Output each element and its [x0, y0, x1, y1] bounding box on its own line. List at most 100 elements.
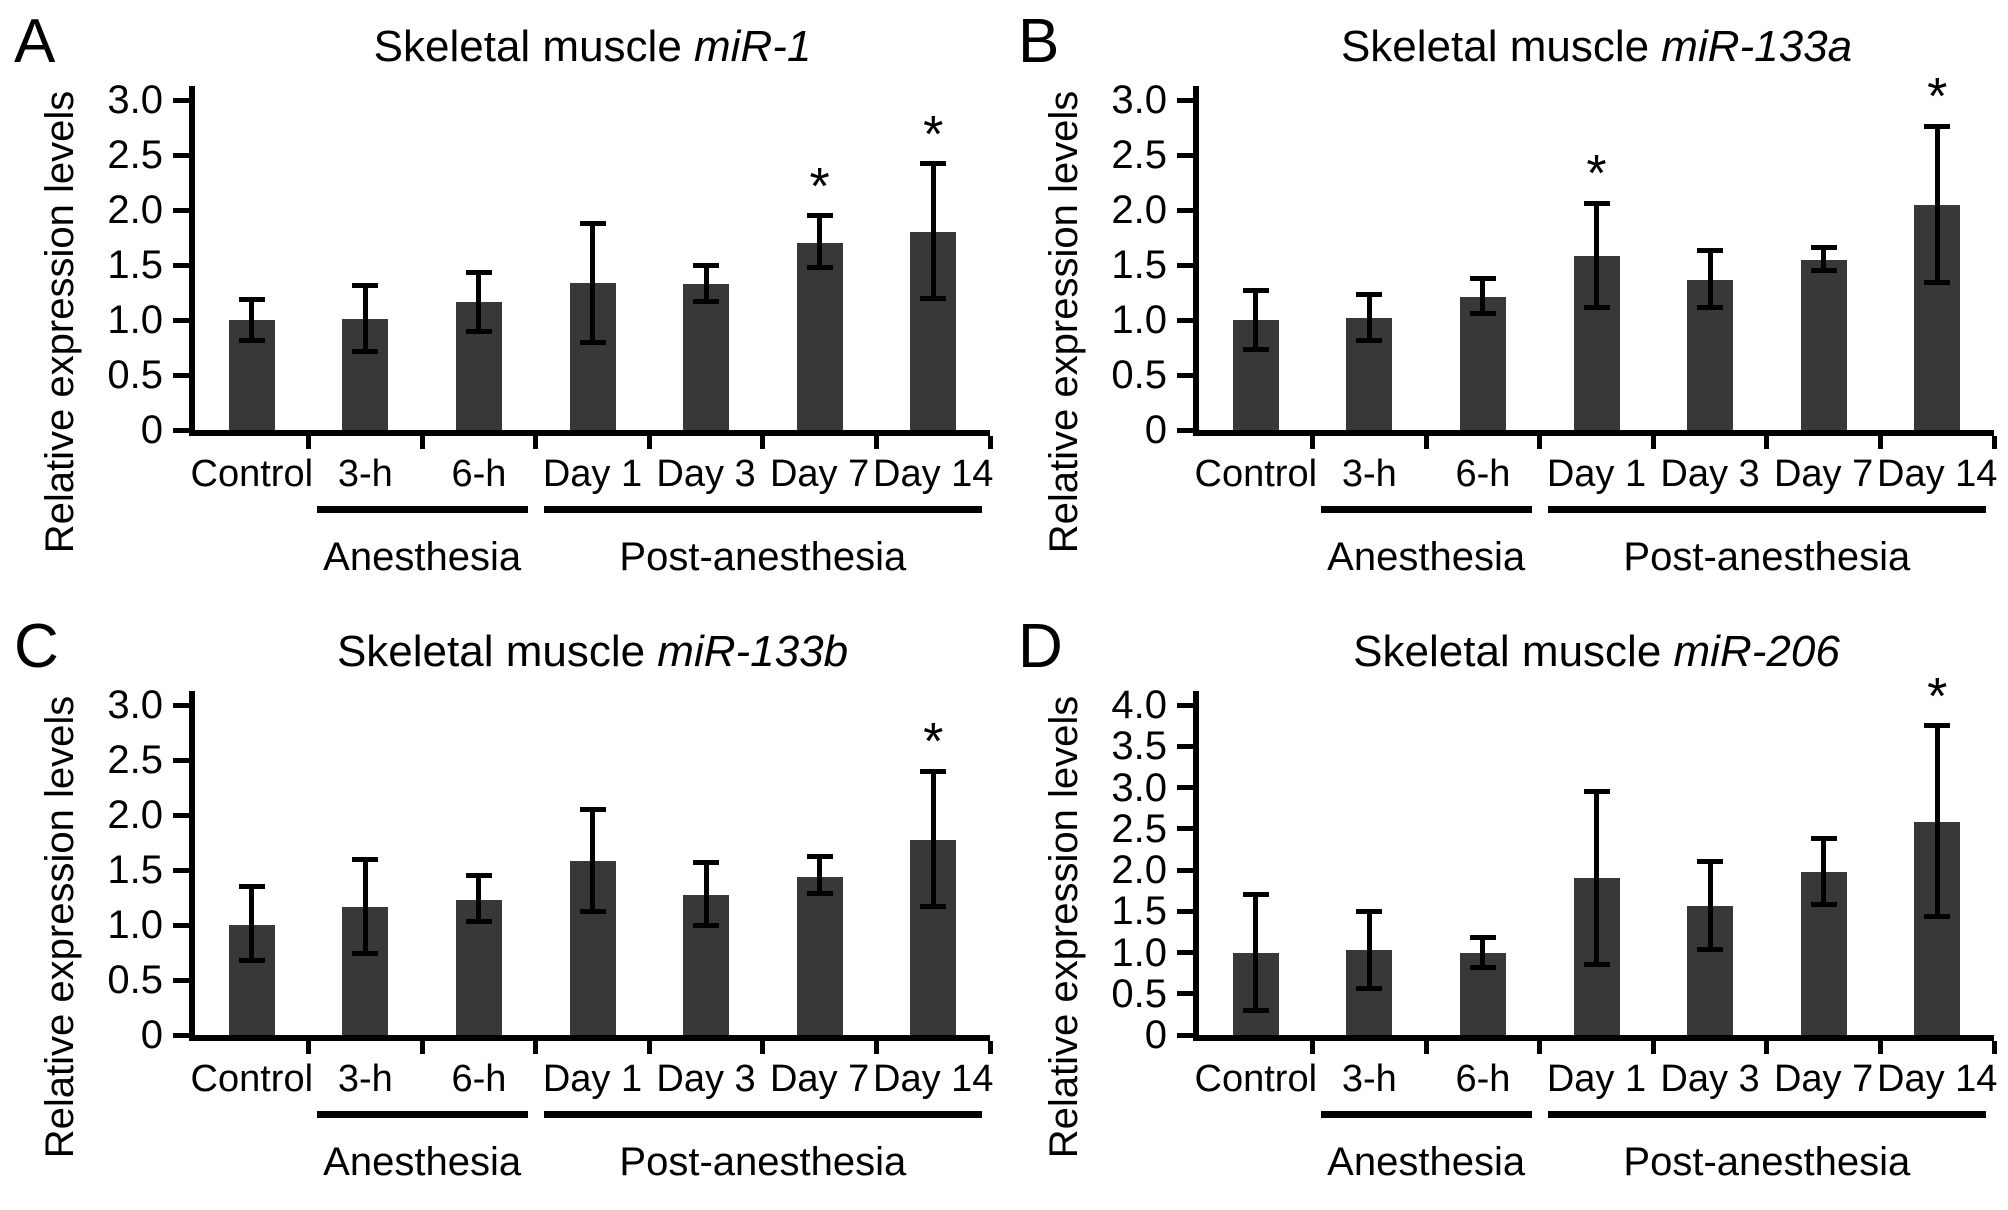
chart-title-text: Skeletal muscle — [1353, 627, 1674, 676]
y-axis-tick — [1177, 152, 1193, 158]
error-bar-cap-bottom — [1469, 964, 1496, 970]
error-bar-line — [1594, 203, 1599, 308]
y-tick-label: 2.5 — [107, 738, 163, 782]
error-bar-cap-bottom — [1697, 305, 1724, 311]
error-bar-line — [703, 862, 709, 925]
error-bar-cap-top — [352, 856, 379, 862]
error-bar-cap-top — [579, 220, 606, 226]
error-bar-line — [1480, 937, 1486, 968]
y-tick-label: 1.0 — [1111, 298, 1167, 342]
error-bar-cap-bottom — [1583, 305, 1610, 311]
group-underline — [543, 1111, 982, 1118]
error-bar-cap-bottom — [920, 903, 947, 909]
error-bar-cap-top — [1356, 292, 1383, 298]
plot-area: 3.0 2.5 2.0 1.5 1.0 0.5 0 Control 3-h 6-h Day 1 Day… — [107, 685, 993, 1184]
x-tick-label: Day 1 — [542, 453, 643, 495]
y-axis-tick — [173, 977, 189, 983]
error-bar-cap-top — [1469, 275, 1496, 281]
error-bar-line — [703, 265, 709, 302]
x-tick-label: Day 3 — [656, 1058, 756, 1100]
x-tick-label: 3-h — [337, 453, 393, 495]
x-axis-tick — [1423, 436, 1429, 449]
error-bar-cap-bottom — [1810, 902, 1837, 908]
x-tick-label: Day 14 — [1877, 453, 1998, 495]
significance-asterisk: * — [1586, 145, 1607, 204]
error-bar-cap-top — [693, 262, 720, 268]
x-axis-tick — [1650, 1041, 1656, 1054]
y-axis-tick — [1177, 826, 1193, 832]
x-axis-tick — [306, 436, 312, 449]
y-tick-label: 2.5 — [107, 133, 163, 177]
x-axis-tick — [1423, 1041, 1429, 1054]
x-tick-label: Control — [190, 453, 314, 495]
chart-title-gene: miR-133a — [1661, 22, 1853, 71]
group-label: Post-anesthesia — [1623, 1140, 1911, 1184]
y-tick-label: 3.0 — [107, 78, 163, 122]
y-axis-tick — [173, 97, 189, 103]
error-bar-cap-top — [1242, 287, 1269, 293]
error-bar-cap-top — [1356, 908, 1383, 914]
error-bar-cap-bottom — [1242, 347, 1269, 353]
error-bar-line — [1594, 791, 1599, 965]
y-tick-label: 2.5 — [1111, 133, 1167, 177]
y-axis-tick — [173, 427, 189, 433]
y-tick-label: 3.0 — [107, 683, 163, 727]
error-bar-cap-top — [1583, 200, 1610, 206]
panel-c: C Skeletal muscle miR-133b Relative expr… — [0, 605, 1004, 1210]
chart-title-gene: miR-1 — [694, 22, 812, 71]
error-bar-cap-top — [238, 884, 265, 889]
y-axis-tick — [173, 702, 189, 708]
panel-b: B Skeletal muscle miR-133a Relative expr… — [1004, 0, 2008, 605]
y-axis-line — [189, 86, 195, 430]
x-tick-label: Control — [190, 1058, 314, 1100]
group-label: Anesthesia — [1327, 1140, 1526, 1184]
error-bar-cap-bottom — [1356, 986, 1383, 992]
x-tick-label: Day 7 — [769, 453, 870, 495]
y-axis-tick — [173, 757, 189, 763]
error-bar-cap-bottom — [1924, 280, 1951, 286]
error-bar-cap-bottom — [352, 951, 379, 957]
error-bar-line — [590, 223, 595, 342]
error-bar-cap-top — [1697, 859, 1724, 865]
x-axis-tick — [987, 1041, 993, 1054]
x-tick-label: 3-h — [1341, 1058, 1397, 1100]
error-bar-cap-bottom — [693, 922, 720, 928]
group-label: Post-anesthesia — [1623, 535, 1911, 579]
error-bar-line — [817, 856, 823, 894]
significance-asterisk: * — [923, 713, 944, 771]
group-underline — [1547, 1111, 1986, 1118]
group-underline — [1547, 506, 1986, 513]
plot-area: 3.0 2.5 2.0 1.5 1.0 0.5 0 Control 3-h 6-h Day 1 Day… — [107, 80, 993, 579]
y-tick-label: 1.5 — [1111, 243, 1167, 287]
x-axis-tick — [1310, 436, 1316, 449]
x-axis-tick — [306, 1041, 312, 1054]
x-axis-tick — [1310, 1041, 1316, 1054]
x-tick-label: Day 3 — [1660, 453, 1760, 495]
y-tick-label: 3.0 — [1111, 78, 1167, 122]
plot-area: 3.0 2.5 2.0 1.5 1.0 0.5 0 Control 3-h 6-h * Day 1 Da… — [1111, 71, 1997, 579]
error-bar-cap-bottom — [1810, 268, 1837, 273]
chart-title: Skeletal muscle miR-133b — [195, 627, 990, 677]
chart-title-text: Skeletal muscle — [373, 22, 695, 71]
y-axis-line — [1193, 86, 1199, 430]
x-axis-tick — [1650, 436, 1656, 449]
error-bar-cap-top — [920, 768, 947, 774]
x-tick-label: Control — [1194, 1058, 1318, 1100]
error-bar-cap-bottom — [465, 919, 492, 925]
y-tick-label: 1.5 — [107, 243, 163, 287]
x-tick-label: 6-h — [451, 453, 507, 495]
error-bar-cap-top — [1583, 789, 1610, 795]
y-axis-tick — [1177, 702, 1193, 708]
x-tick-label: 6-h — [451, 1058, 507, 1100]
y-axis-tick — [1177, 372, 1193, 378]
y-axis-tick — [173, 317, 189, 323]
error-bar-cap-top — [1697, 248, 1724, 254]
y-tick-label: 0.5 — [1111, 971, 1167, 1016]
y-tick-label: 0.5 — [1111, 353, 1167, 397]
x-axis-line — [189, 1035, 990, 1041]
error-bar-cap-bottom — [238, 957, 265, 963]
x-axis-tick — [760, 1041, 766, 1054]
x-tick-label: Day 7 — [769, 1058, 870, 1100]
group-underline — [1320, 506, 1532, 513]
